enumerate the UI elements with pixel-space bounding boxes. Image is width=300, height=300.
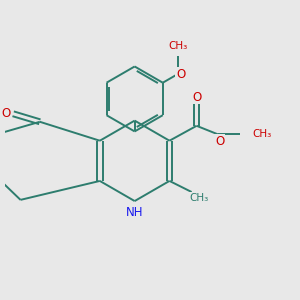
- Text: O: O: [2, 107, 11, 120]
- Text: O: O: [176, 68, 185, 81]
- Text: CH₃: CH₃: [190, 193, 209, 202]
- Text: NH: NH: [126, 206, 143, 219]
- Text: CH₃: CH₃: [253, 129, 272, 140]
- Text: CH₃: CH₃: [168, 41, 187, 51]
- Text: O: O: [215, 135, 224, 148]
- Text: O: O: [192, 91, 201, 103]
